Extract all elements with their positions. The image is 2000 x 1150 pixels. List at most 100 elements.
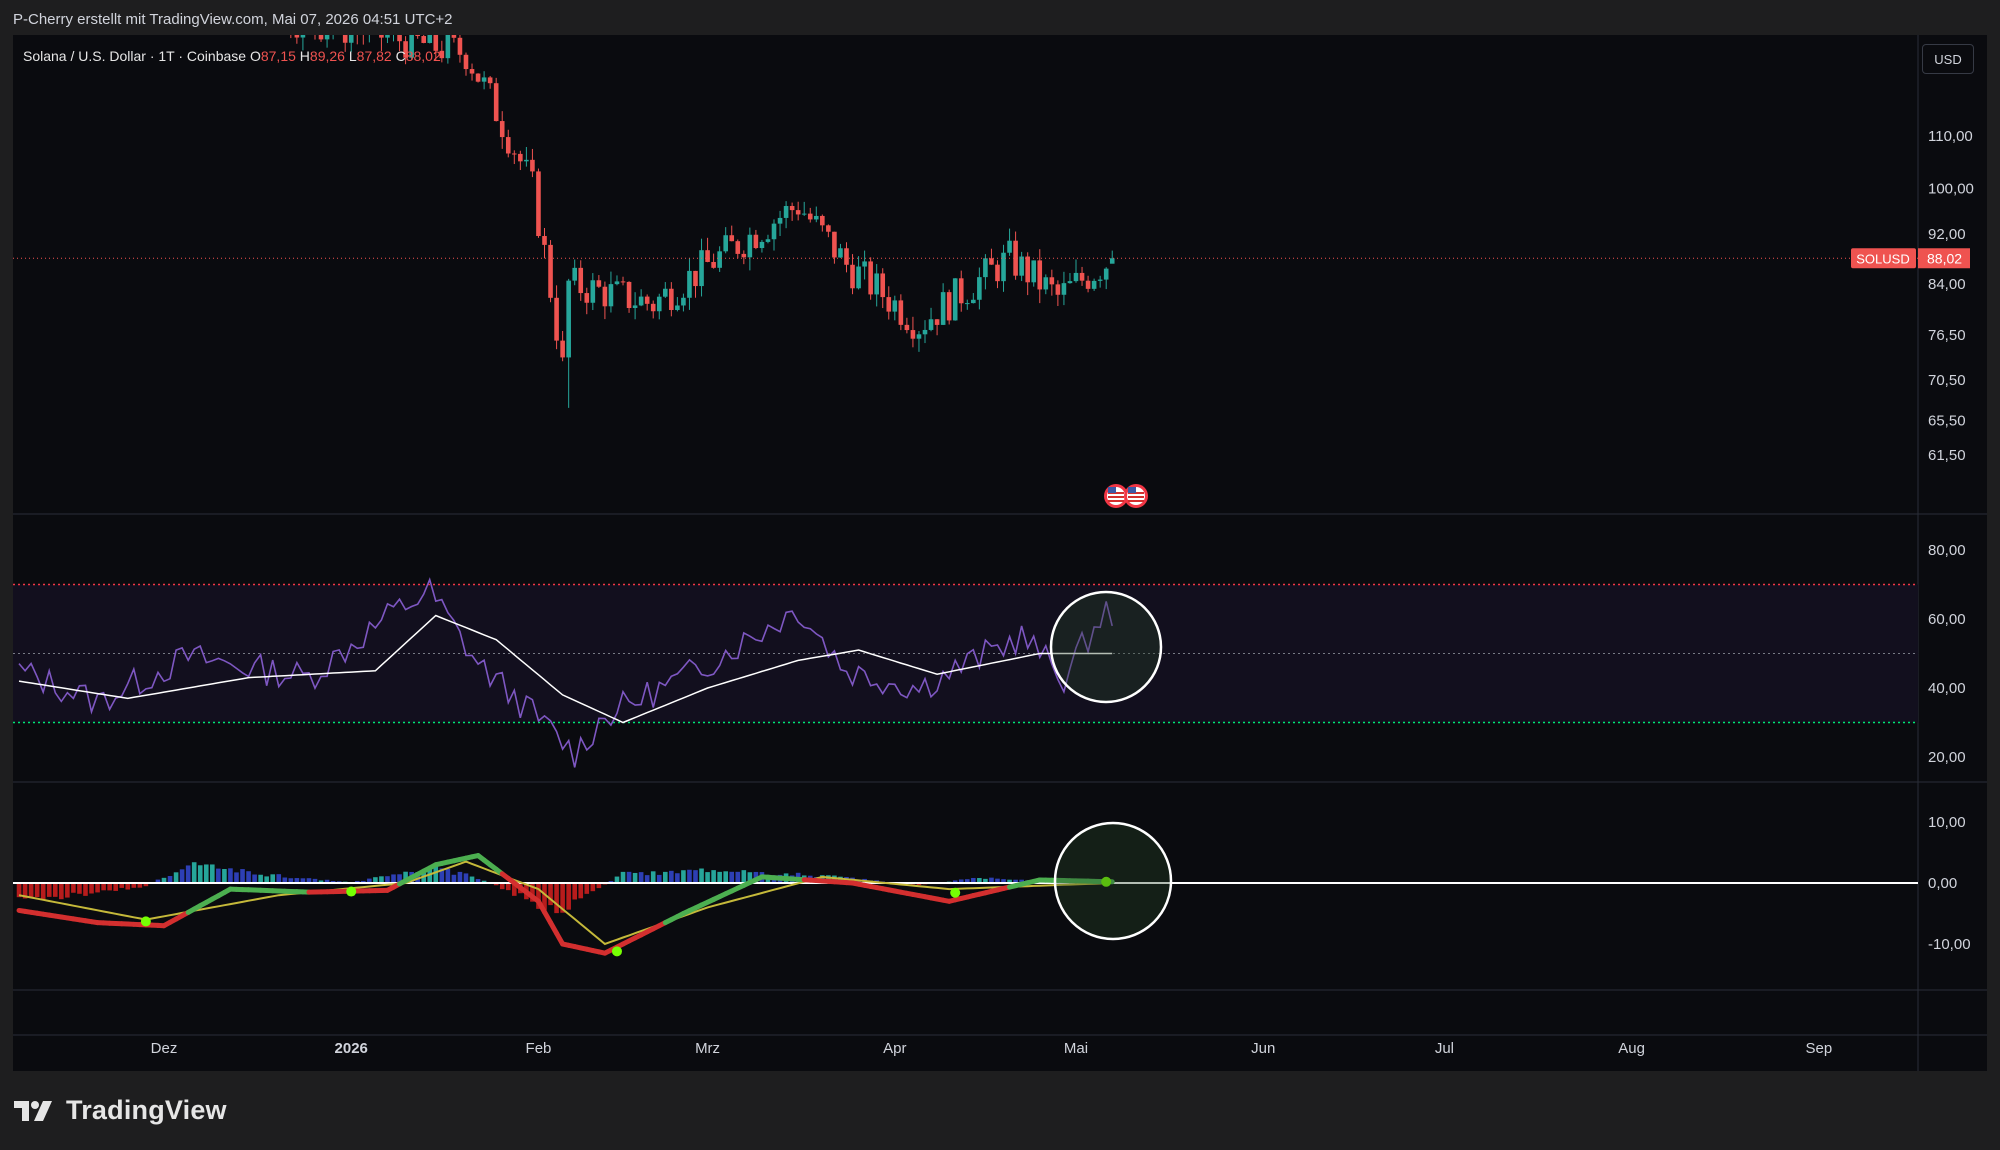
- macd-histogram-bar: [952, 880, 958, 883]
- candle-body: [602, 286, 608, 307]
- macd-cross-marker: [140, 916, 151, 927]
- candle-body: [463, 54, 469, 70]
- macd-histogram-bar: [83, 883, 88, 896]
- flag-stripe: [1128, 496, 1144, 498]
- candle-body: [1097, 279, 1103, 281]
- price-axis-tick: 61,50: [1928, 447, 1966, 464]
- candle-body: [1079, 272, 1085, 281]
- macd-histogram-bar: [596, 883, 602, 889]
- candle-body: [614, 281, 620, 285]
- macd-histogram-bar: [735, 871, 741, 883]
- candle-body: [910, 330, 916, 339]
- macd-histogram-bar: [626, 871, 632, 883]
- candle-body: [493, 83, 499, 122]
- macd-histogram-bar: [983, 878, 988, 883]
- macd-histogram-bar: [246, 871, 251, 883]
- candle-body: [795, 210, 801, 215]
- currency-button[interactable]: USD: [1922, 44, 1974, 74]
- macd-histogram-bar: [361, 880, 366, 883]
- candle-body: [457, 37, 463, 55]
- macd-histogram-bar: [373, 877, 378, 883]
- tradingview-logo[interactable]: TradingView: [14, 1095, 227, 1126]
- candle-body: [1085, 280, 1091, 289]
- candle-body: [403, 41, 408, 58]
- macd-histogram-bar: [397, 874, 402, 883]
- macd-histogram-bar: [699, 868, 704, 883]
- rsi-axis-tick: 40,00: [1928, 680, 1966, 697]
- candle-body: [505, 137, 511, 154]
- candle-body: [1013, 240, 1018, 276]
- candle-body: [747, 234, 753, 258]
- candle-body: [530, 159, 535, 172]
- time-axis-tick: Mrz: [695, 1040, 720, 1057]
- candle-body: [638, 296, 644, 306]
- axes: 110,00 100,00 92,00 84,00 76,50 70,50 65,50 61,…: [151, 128, 1974, 1057]
- candle-body: [681, 297, 686, 306]
- macd-histogram-bar: [536, 883, 541, 909]
- macd-histogram-bar: [34, 883, 40, 898]
- candle-body: [342, 35, 348, 43]
- candle-body: [971, 299, 976, 304]
- macd-pane: [13, 821, 1918, 957]
- candle-body: [650, 303, 656, 312]
- candle-body: [1055, 284, 1061, 295]
- candle-body: [596, 280, 602, 287]
- macd-histogram-bar: [167, 876, 173, 883]
- macd-histogram-bar: [554, 883, 559, 914]
- candle-body: [753, 234, 759, 249]
- macd-histogram-bar: [252, 874, 257, 883]
- macd-histogram-bar: [1019, 879, 1024, 883]
- rsi-axis-tick: 20,00: [1928, 749, 1966, 766]
- macd-histogram-bar: [155, 879, 161, 883]
- rsi-pane: [13, 577, 1918, 768]
- macd-histogram-bar: [240, 869, 245, 883]
- macd-histogram-bar: [385, 876, 390, 883]
- candle-body: [807, 213, 813, 220]
- open-label: O: [249, 48, 261, 64]
- candle-body: [421, 36, 427, 43]
- macd-histogram-bar: [270, 874, 276, 883]
- time-axis-tick: Jun: [1251, 1040, 1275, 1057]
- candle-body: [348, 35, 354, 43]
- candle-body: [886, 297, 892, 312]
- macd-histogram-bar: [656, 874, 662, 883]
- macd-histogram-bar: [705, 872, 710, 883]
- macd-histogram-bar: [318, 880, 324, 883]
- macd-histogram-bar: [77, 883, 82, 894]
- macd-histogram-bar: [119, 883, 125, 888]
- candle-body: [813, 215, 819, 220]
- candle-body: [487, 77, 493, 84]
- macd-histogram-bar: [693, 870, 698, 883]
- candle-body: [820, 215, 825, 226]
- macd-histogram-bar: [367, 878, 372, 883]
- symbol-legend[interactable]: Solana / U.S. Dollar · 1T · Coinbase O87…: [23, 48, 441, 64]
- macd-histogram-bar: [977, 878, 982, 883]
- macd-histogram-bar: [445, 868, 451, 883]
- macd-histogram-bar: [463, 873, 469, 883]
- time-axis-tick: Apr: [883, 1040, 906, 1057]
- candle-body: [964, 303, 970, 305]
- macd-histogram-bar: [107, 883, 112, 891]
- macd-histogram-bar: [143, 883, 149, 887]
- macd-histogram-bar: [475, 879, 481, 883]
- macd-histogram-bar: [711, 870, 716, 883]
- last-price-symbol-tag: [1851, 248, 1916, 269]
- macd-histogram-bar: [125, 883, 131, 890]
- candle-body: [922, 329, 928, 335]
- macd-histogram-bar: [584, 883, 590, 894]
- candlestick-series: SOLUSD 88,02: [13, 35, 1970, 508]
- macd-histogram-bar: [989, 877, 994, 883]
- candle-body: [524, 159, 529, 162]
- candle-body: [554, 297, 559, 341]
- macd-histogram-bar: [379, 876, 384, 883]
- macd-histogram-bar: [306, 878, 312, 883]
- macd-histogram-bar: [560, 883, 565, 913]
- macd-histogram-bar: [185, 865, 191, 883]
- candle-body: [324, 35, 330, 40]
- price-axis-tick: 110,00: [1928, 128, 1973, 145]
- macd-histogram-bar: [210, 864, 215, 883]
- chart-header-caption: P-Cherry erstellt mit TradingView.com, M…: [13, 11, 453, 28]
- macd-cross-marker: [346, 886, 357, 897]
- price-axis-tick: 70,50: [1928, 372, 1966, 389]
